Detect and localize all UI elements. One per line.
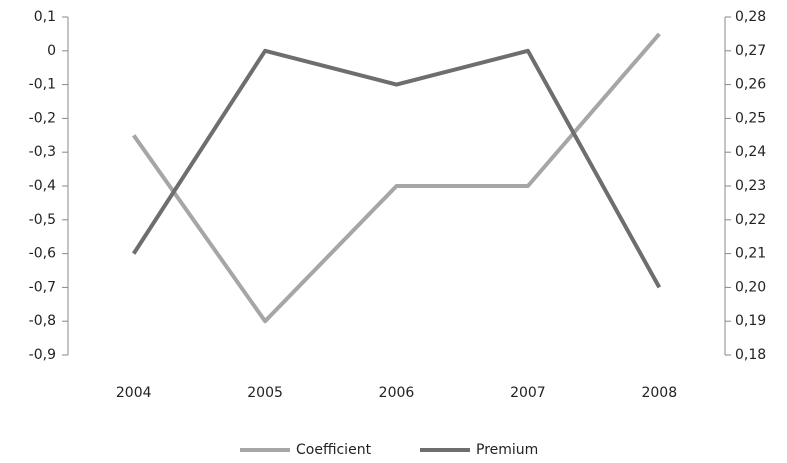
y2-tick-label: 0,26 <box>735 77 766 93</box>
y-tick-label: -0,4 <box>29 178 56 194</box>
y2-tick-label: 0,22 <box>735 212 766 228</box>
y-tick-label: -0,6 <box>29 246 56 262</box>
y-tick-label: 0 <box>47 43 56 59</box>
y2-tick-label: 0,24 <box>735 144 766 160</box>
y2-tick-label: 0,28 <box>735 9 766 25</box>
x-tick-label: 2005 <box>247 385 283 401</box>
x-tick-label: 2006 <box>379 385 415 401</box>
y-tick-label: -0,2 <box>29 110 56 126</box>
y-tick-label: -0,5 <box>29 212 56 228</box>
x-tick-label: 2004 <box>116 385 152 401</box>
y-tick-label: -0,7 <box>29 279 56 295</box>
y2-tick-label: 0,21 <box>735 246 766 262</box>
y2-tick-label: 0,18 <box>735 347 766 363</box>
y2-tick-label: 0,20 <box>735 279 766 295</box>
y2-tick-label: 0,23 <box>735 178 766 194</box>
x-tick-label: 2008 <box>641 385 677 401</box>
legend-label: Premium <box>476 442 538 458</box>
y-tick-label: -0,9 <box>29 347 56 363</box>
line-series <box>132 32 661 324</box>
y2-tick-label: 0,25 <box>735 110 766 126</box>
x-tick-label: 2007 <box>510 385 546 401</box>
y-tick-label: -0,3 <box>29 144 56 160</box>
legend-label: Coefficient <box>296 442 372 458</box>
y2-tick-label: 0,27 <box>735 43 766 59</box>
y-tick-label: -0,8 <box>29 313 56 329</box>
y2-tick-label: 0,19 <box>735 313 766 329</box>
y-tick-label: 0,1 <box>34 9 56 25</box>
y-tick-label: -0,1 <box>29 77 56 93</box>
line-series <box>132 48 662 289</box>
